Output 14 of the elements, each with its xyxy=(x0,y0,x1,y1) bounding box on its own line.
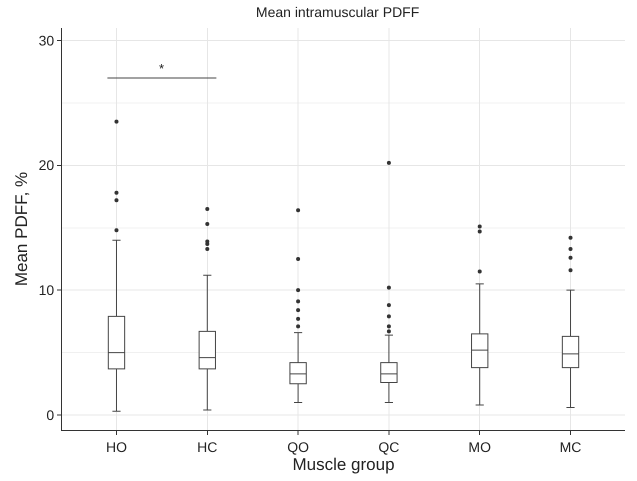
chart-title: Mean intramuscular PDFF xyxy=(256,4,420,20)
annotation: * xyxy=(159,61,164,76)
x-tick-label: QC xyxy=(378,438,400,455)
x-axis-title: Muscle group xyxy=(292,454,395,474)
y-tick-label: 20 xyxy=(38,157,54,174)
y-tick-label: 0 xyxy=(46,406,54,423)
x-tick-label: HC xyxy=(197,438,218,455)
y-axis-title: Mean PDFF, % xyxy=(12,172,32,286)
y-tick-label: 30 xyxy=(38,32,54,48)
x-tick-label: MC xyxy=(560,438,582,455)
x-tick-label: MO xyxy=(468,438,492,455)
x-tick-label: HO xyxy=(106,438,128,455)
x-tick-label: QO xyxy=(287,438,310,455)
y-tick-label: 10 xyxy=(38,282,54,298)
